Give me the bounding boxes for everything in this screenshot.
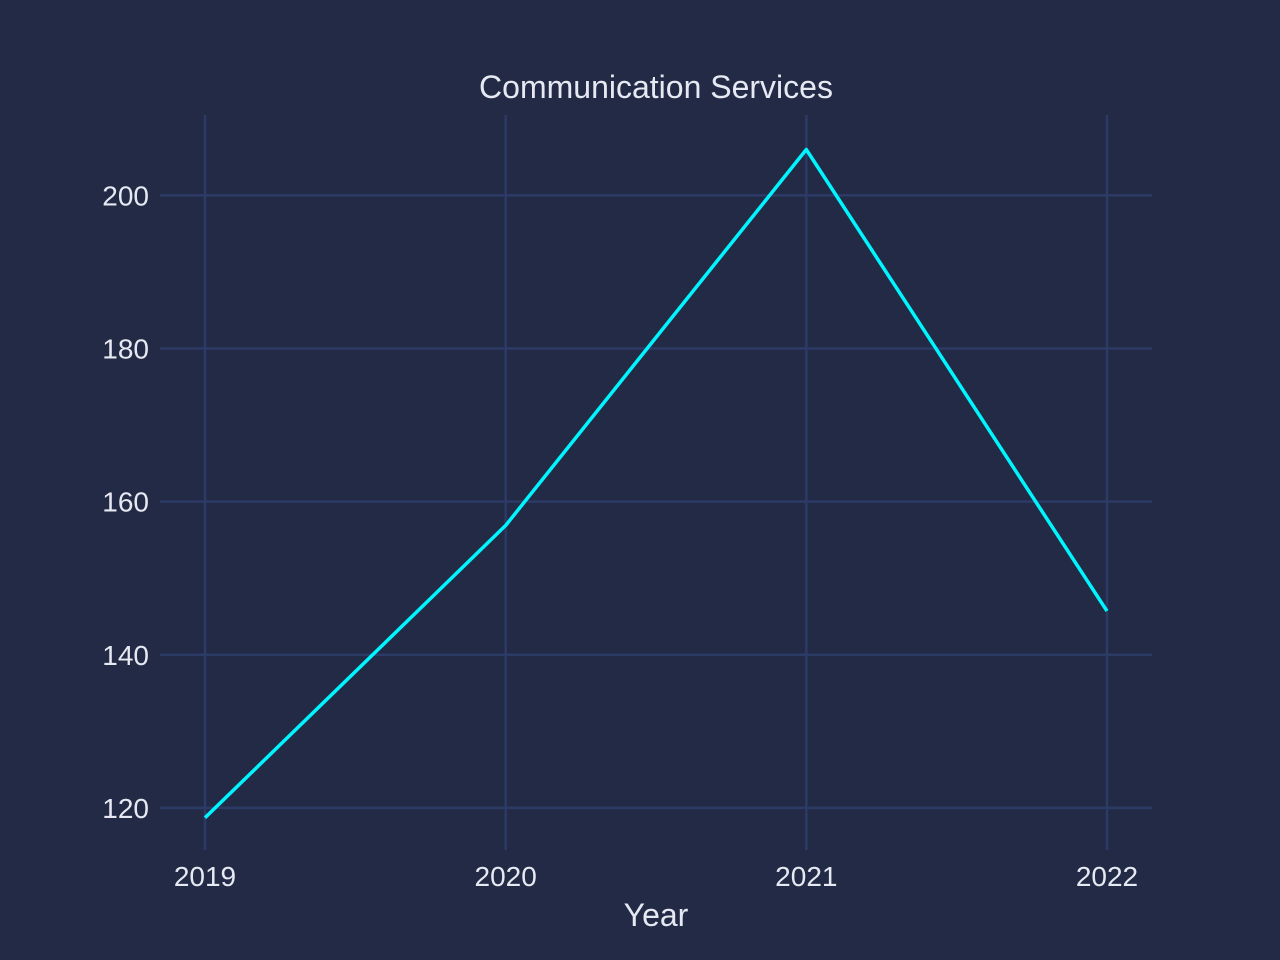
grid (160, 115, 1152, 850)
y-axis-ticks: 120 140 160 180 200 (102, 180, 149, 824)
x-axis-ticks: 2019 2020 2021 2022 (174, 861, 1138, 892)
y-tick-label: 140 (102, 640, 149, 671)
x-tick-label: 2020 (475, 861, 537, 892)
y-tick-label: 180 (102, 334, 149, 365)
x-axis-title: Year (624, 897, 689, 933)
y-tick-label: 120 (102, 793, 149, 824)
y-tick-label: 160 (102, 487, 149, 518)
series-line (203, 147, 1109, 820)
series-layer (203, 147, 1109, 820)
x-tick-label: 2021 (775, 861, 837, 892)
y-tick-label: 200 (102, 180, 149, 211)
chart-title: Communication Services (479, 69, 833, 105)
x-tick-label: 2019 (174, 861, 236, 892)
x-tick-label: 2022 (1076, 861, 1138, 892)
